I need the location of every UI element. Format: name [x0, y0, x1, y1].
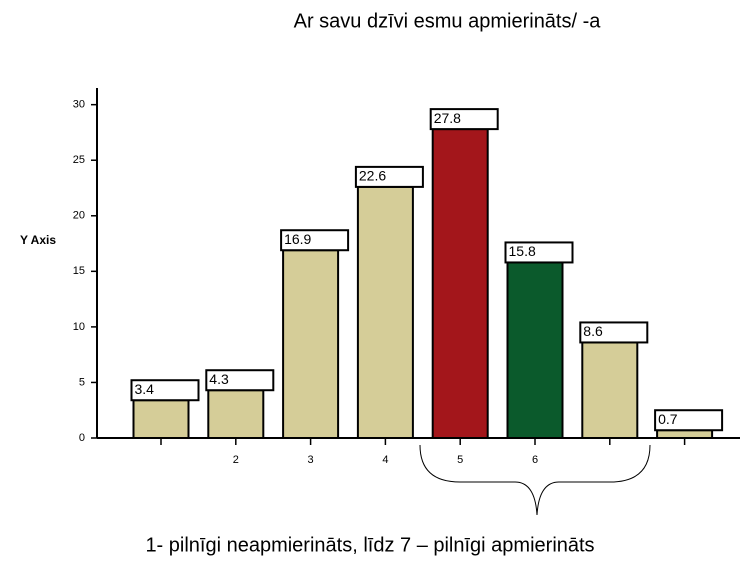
x-tick-label: 5 — [457, 454, 463, 466]
chart-title: Ar savu dzīvi esmu apmierināts/ -a — [294, 10, 602, 32]
bar — [431, 128, 489, 439]
y-tick-label: 15 — [73, 265, 85, 277]
y-tick-label: 5 — [79, 376, 85, 388]
value-label-box — [130, 379, 200, 402]
value-label: 16.9 — [284, 231, 311, 247]
bar — [282, 249, 340, 439]
value-label-box — [205, 369, 275, 392]
x-tick-label: 2 — [233, 454, 239, 466]
footnote: 1- pilnīgi neapmierināts, līdz 7 – pilnī… — [145, 534, 594, 556]
value-label: 3.4 — [135, 381, 155, 397]
y-tick-label: 30 — [73, 99, 85, 111]
value-label: 15.8 — [509, 243, 536, 259]
bar — [207, 389, 265, 440]
value-label: 4.3 — [209, 371, 229, 387]
bar — [656, 429, 714, 440]
bar — [581, 341, 639, 440]
value-label-box — [354, 165, 424, 188]
value-label: 22.6 — [359, 168, 386, 184]
x-tick-label: 6 — [532, 454, 538, 466]
y-tick-label: 0 — [79, 432, 85, 444]
bar — [506, 261, 564, 440]
value-label: 8.6 — [583, 323, 603, 339]
value-label-box — [504, 241, 574, 264]
value-label: 27.8 — [434, 110, 461, 126]
bar — [132, 399, 190, 440]
bar — [356, 185, 414, 439]
x-tick-label: 3 — [308, 454, 314, 466]
value-label-box — [429, 108, 499, 131]
value-label-box — [579, 321, 649, 344]
brace — [419, 444, 651, 516]
x-tick-label: 4 — [382, 454, 388, 466]
value-label: 0.7 — [658, 411, 678, 427]
y-axis-label: Y Axis — [20, 233, 56, 247]
y-tick-label: 25 — [73, 154, 85, 166]
y-tick-label: 20 — [73, 210, 85, 222]
y-tick-label: 10 — [73, 321, 85, 333]
value-label-box — [280, 229, 350, 252]
value-label-box — [654, 409, 724, 432]
